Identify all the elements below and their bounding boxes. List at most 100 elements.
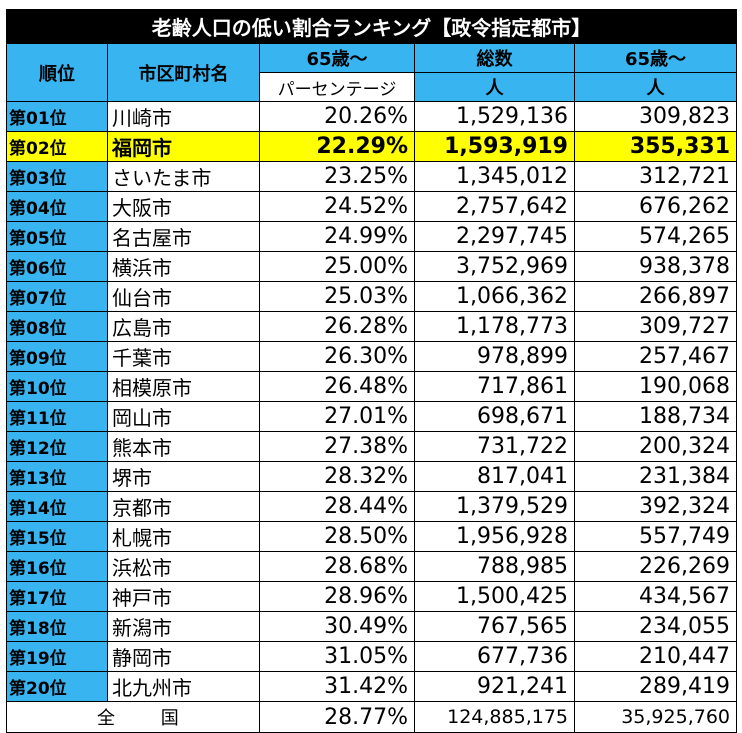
city-cell: 広島市 [107,311,260,342]
elderly-cell: 257,467 [573,341,738,372]
city-cell: 岡山市 [107,401,260,432]
total-cell: 677,736 [414,641,575,672]
table-row: 第06位 横浜市 25.00% 3,752,969 938,378 [6,251,738,282]
table-row: 第17位 神戸市 28.96% 1,500,425 434,567 [6,581,738,612]
elderly-cell: 355,331 [573,131,738,162]
pct-cell: 28.44% [259,491,415,522]
table-row: 第13位 堺市 28.32% 817,041 231,384 [6,461,738,492]
total-cell: 698,671 [414,401,575,432]
header-elderly-top: 65歳～ [573,43,738,73]
elderly-cell: 200,324 [573,431,738,462]
total-cell: 921,241 [414,671,575,702]
table-body: 第01位 川崎市 20.26% 1,529,136 309,823 第02位 福岡市 22.2… [6,101,738,702]
pct-cell: 28.50% [259,521,415,552]
table-title: 老齢人口の低い割合ランキング【政令指定都市】 [5,9,738,44]
city-cell: 新潟市 [107,611,260,642]
table-row: 第03位 さいたま市 23.25% 1,345,012 312,721 [6,161,738,192]
city-cell: 仙台市 [107,281,260,312]
pct-cell: 28.96% [259,581,415,612]
pct-cell: 20.26% [259,101,415,132]
total-cell: 1,178,773 [414,311,575,342]
city-cell: 静岡市 [107,641,260,672]
table-row: 第08位 広島市 26.28% 1,178,773 309,727 [6,311,738,342]
elderly-cell: 226,269 [573,551,738,582]
city-cell: 北九州市 [107,671,260,702]
national-label: 全 国 [6,701,260,733]
header-total-bottom: 人 [414,72,575,102]
rank-cell: 第08位 [6,311,108,342]
city-cell: 大阪市 [107,191,260,222]
pct-cell: 26.30% [259,341,415,372]
total-cell: 1,345,012 [414,161,575,192]
pct-cell: 22.29% [259,131,415,162]
table-row: 第02位 福岡市 22.29% 1,593,919 355,331 [6,131,738,162]
total-cell: 2,757,642 [414,191,575,222]
total-cell: 767,565 [414,611,575,642]
national-total: 124,885,175 [414,701,575,733]
rank-cell: 第02位 [6,131,108,162]
total-cell: 1,500,425 [414,581,575,612]
city-cell: 京都市 [107,491,260,522]
rank-cell: 第16位 [6,551,108,582]
elderly-cell: 574,265 [573,221,738,252]
city-cell: さいたま市 [107,161,260,192]
elderly-cell: 938,378 [573,251,738,282]
table-row: 第20位 北九州市 31.42% 921,241 289,419 [6,671,738,702]
city-cell: 横浜市 [107,251,260,282]
table-row: 第07位 仙台市 25.03% 1,066,362 266,897 [6,281,738,312]
table-row: 第11位 岡山市 27.01% 698,671 188,734 [6,401,738,432]
city-cell: 福岡市 [107,131,260,162]
city-cell: 浜松市 [107,551,260,582]
rank-cell: 第13位 [6,461,108,492]
pct-cell: 31.42% [259,671,415,702]
pct-cell: 27.38% [259,431,415,462]
city-cell: 千葉市 [107,341,260,372]
table-row: 第18位 新潟市 30.49% 767,565 234,055 [6,611,738,642]
table-row: 第14位 京都市 28.44% 1,379,529 392,324 [6,491,738,522]
ranking-table-container: 老齢人口の低い割合ランキング【政令指定都市】 順位 市区町村名 65歳～ 総数 … [5,9,738,733]
elderly-cell: 434,567 [573,581,738,612]
header-pct-bottom: パーセンテージ [259,72,415,102]
ranking-table: 老齢人口の低い割合ランキング【政令指定都市】 順位 市区町村名 65歳～ 総数 … [5,9,738,733]
city-cell: 札幌市 [107,521,260,552]
pct-cell: 28.68% [259,551,415,582]
rank-cell: 第15位 [6,521,108,552]
total-cell: 717,861 [414,371,575,402]
total-cell: 3,752,969 [414,251,575,282]
total-cell: 1,593,919 [414,131,575,162]
total-cell: 731,722 [414,431,575,462]
pct-cell: 25.00% [259,251,415,282]
elderly-cell: 234,055 [573,611,738,642]
table-row: 第04位 大阪市 24.52% 2,757,642 676,262 [6,191,738,222]
table-row: 第15位 札幌市 28.50% 1,956,928 557,749 [6,521,738,552]
pct-cell: 26.28% [259,311,415,342]
total-cell: 978,899 [414,341,575,372]
rank-cell: 第07位 [6,281,108,312]
city-cell: 熊本市 [107,431,260,462]
elderly-cell: 309,823 [573,101,738,132]
rank-cell: 第17位 [6,581,108,612]
elderly-cell: 289,419 [573,671,738,702]
pct-cell: 25.03% [259,281,415,312]
table-row: 第19位 静岡市 31.05% 677,736 210,447 [6,641,738,672]
rank-cell: 第01位 [6,101,108,132]
elderly-cell: 231,384 [573,461,738,492]
total-cell: 1,066,362 [414,281,575,312]
rank-cell: 第11位 [6,401,108,432]
rank-cell: 第18位 [6,611,108,642]
total-cell: 1,956,928 [414,521,575,552]
pct-cell: 23.25% [259,161,415,192]
elderly-cell: 210,447 [573,641,738,672]
total-cell: 817,041 [414,461,575,492]
rank-cell: 第05位 [6,221,108,252]
elderly-cell: 188,734 [573,401,738,432]
national-row: 全 国 28.77% 124,885,175 35,925,760 [6,701,738,733]
pct-cell: 31.05% [259,641,415,672]
pct-cell: 28.32% [259,461,415,492]
city-cell: 名古屋市 [107,221,260,252]
rank-cell: 第20位 [6,671,108,702]
elderly-cell: 392,324 [573,491,738,522]
city-cell: 神戸市 [107,581,260,612]
pct-cell: 27.01% [259,401,415,432]
total-cell: 1,529,136 [414,101,575,132]
